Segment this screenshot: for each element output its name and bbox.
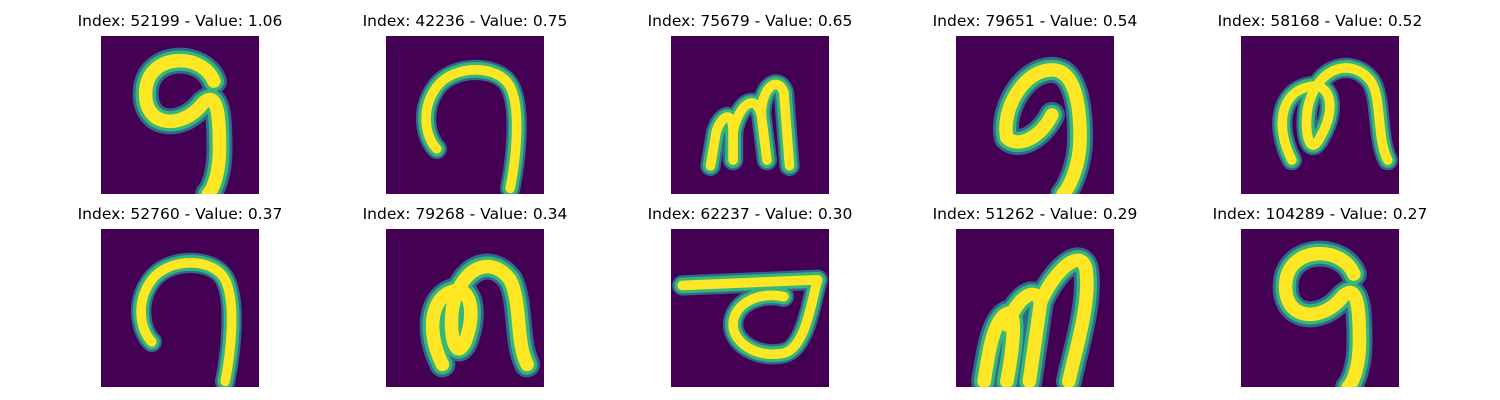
- image-panel: Index: 79651 - Value: 0.54: [885, 10, 1185, 200]
- image-panel: Index: 52760 - Value: 0.37: [30, 203, 330, 393]
- panel-title: Index: 52199 - Value: 1.06: [77, 12, 283, 30]
- panel-title: Index: 52760 - Value: 0.37: [77, 205, 283, 223]
- handwritten-glyph-image: [671, 36, 829, 194]
- image-panel: Index: 79268 - Value: 0.34: [315, 203, 615, 393]
- panel-title: Index: 58168 - Value: 0.52: [1217, 12, 1423, 30]
- glyph-stroke: [1278, 246, 1367, 387]
- panel-title: Index: 79268 - Value: 0.34: [362, 205, 568, 223]
- glyph-stroke: [999, 63, 1087, 194]
- glyph-stroke: [677, 274, 823, 360]
- image-panel: Index: 75679 - Value: 0.65: [600, 10, 900, 200]
- image-panel: Index: 42236 - Value: 0.75: [315, 10, 615, 200]
- image-panel: Index: 51262 - Value: 0.29: [885, 203, 1185, 393]
- glyph-stroke: [421, 65, 522, 194]
- glyph-stroke: [138, 53, 227, 194]
- glyph-stroke: [977, 253, 1094, 387]
- panel-title: Index: 79651 - Value: 0.54: [932, 12, 1138, 30]
- handwritten-glyph-image: [386, 229, 544, 387]
- image-panel: Index: 52199 - Value: 1.06: [30, 10, 330, 200]
- handwritten-glyph-image: [671, 229, 829, 387]
- glyph-stroke: [136, 258, 237, 387]
- handwritten-glyph-image: [1241, 36, 1399, 194]
- image-panel: Index: 104289 - Value: 0.27: [1170, 203, 1470, 393]
- glyph-stroke: [1277, 63, 1393, 165]
- glyph-stroke: [425, 259, 534, 372]
- handwritten-glyph-image: [101, 36, 259, 194]
- glyph-stroke: [705, 79, 795, 171]
- image-panel: Index: 62237 - Value: 0.30: [600, 203, 900, 393]
- panel-title: Index: 75679 - Value: 0.65: [647, 12, 853, 30]
- handwritten-glyph-image: [1241, 229, 1399, 387]
- handwritten-glyph-image: [956, 229, 1114, 387]
- image-panel: Index: 58168 - Value: 0.52: [1170, 10, 1470, 200]
- panel-title: Index: 104289 - Value: 0.27: [1212, 205, 1428, 223]
- panel-title: Index: 62237 - Value: 0.30: [647, 205, 853, 223]
- panel-title: Index: 42236 - Value: 0.75: [362, 12, 568, 30]
- panel-title: Index: 51262 - Value: 0.29: [932, 205, 1138, 223]
- handwritten-glyph-image: [956, 36, 1114, 194]
- handwritten-glyph-image: [101, 229, 259, 387]
- handwritten-glyph-image: [386, 36, 544, 194]
